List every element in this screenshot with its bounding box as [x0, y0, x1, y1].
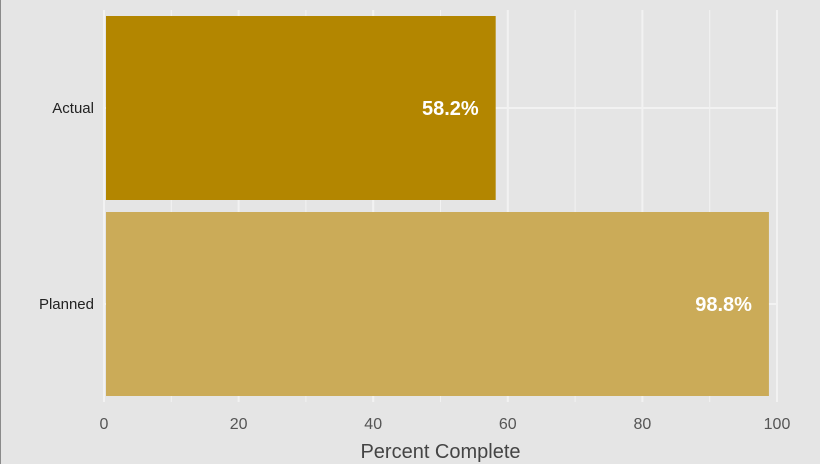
data-label-actual: 58.2%	[422, 98, 479, 120]
x-tick-label: 20	[230, 416, 248, 433]
x-tick-label: 0	[100, 416, 109, 433]
y-axis-categories: Actual Planned	[39, 100, 94, 313]
bar-actual	[106, 16, 496, 200]
x-tick-label: 40	[364, 416, 382, 433]
x-tick-label: 60	[499, 416, 517, 433]
x-tick-label: 80	[634, 416, 652, 433]
x-axis-ticks: 0 20 40 60 80 100	[100, 416, 791, 433]
x-axis-title: Percent Complete	[360, 441, 520, 463]
bar-planned	[106, 212, 769, 396]
data-label-planned: 98.8%	[695, 294, 752, 316]
category-label-actual: Actual	[52, 100, 94, 117]
x-tick-label: 100	[764, 416, 791, 433]
category-label-planned: Planned	[39, 296, 94, 313]
bars: 58.2% 98.8%	[106, 16, 769, 396]
